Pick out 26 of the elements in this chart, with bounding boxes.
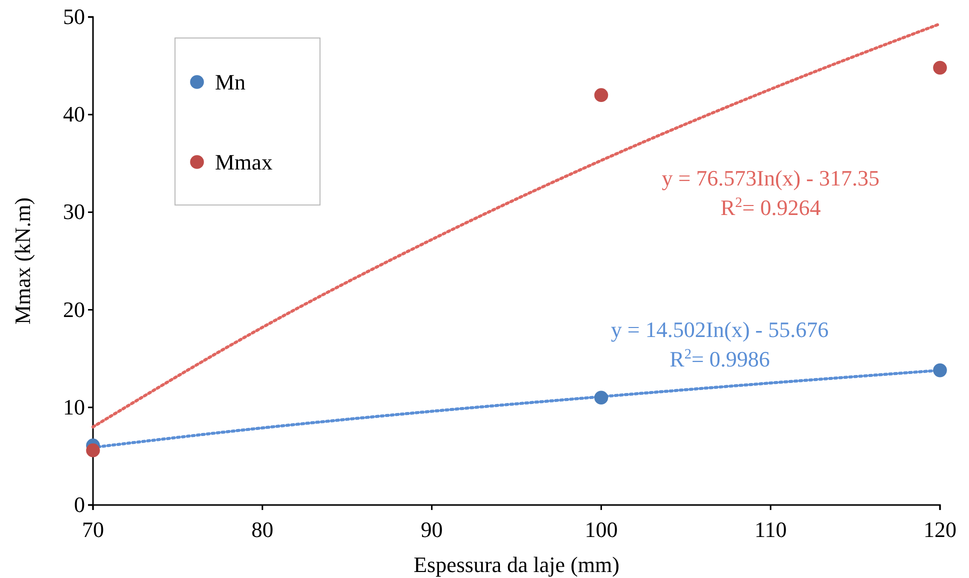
line-series (92, 22, 942, 428)
x-axis-title: Espessura da laje (mm) (414, 552, 620, 577)
legend-label: Mn (215, 70, 246, 95)
legend-label: Mmax (215, 150, 272, 175)
annotation: R$^{2}$= 0.9986 (670, 346, 770, 372)
annotation: y = 14.502In(x) - 55.676 (610, 317, 829, 342)
x-tick-label: 120 (924, 517, 956, 542)
y-tick-label: 10 (63, 394, 85, 420)
annotation: y = 76.573In(x) - 317.35 (662, 166, 880, 191)
x-tick-label: 70 (82, 517, 104, 542)
annotation: R$^{2}$= 0.9264 (720, 195, 821, 220)
point (594, 390, 608, 405)
x-tick-label: 100 (584, 517, 618, 542)
y-tick-label: 20 (63, 296, 85, 322)
y-tick-label: 30 (63, 199, 85, 224)
y-tick-label: 40 (63, 102, 85, 127)
point (594, 88, 608, 102)
y-tick-label: 50 (63, 4, 85, 30)
point (86, 443, 100, 458)
y-axis-title: Mmax (kN.m) (10, 197, 35, 325)
x-tick-label: 80 (251, 517, 274, 542)
y-tick-label: 0 (74, 492, 85, 518)
x-tick-label: 90 (420, 517, 443, 542)
x-tick-label: 110 (754, 517, 787, 542)
point (933, 60, 947, 75)
point (933, 363, 947, 378)
